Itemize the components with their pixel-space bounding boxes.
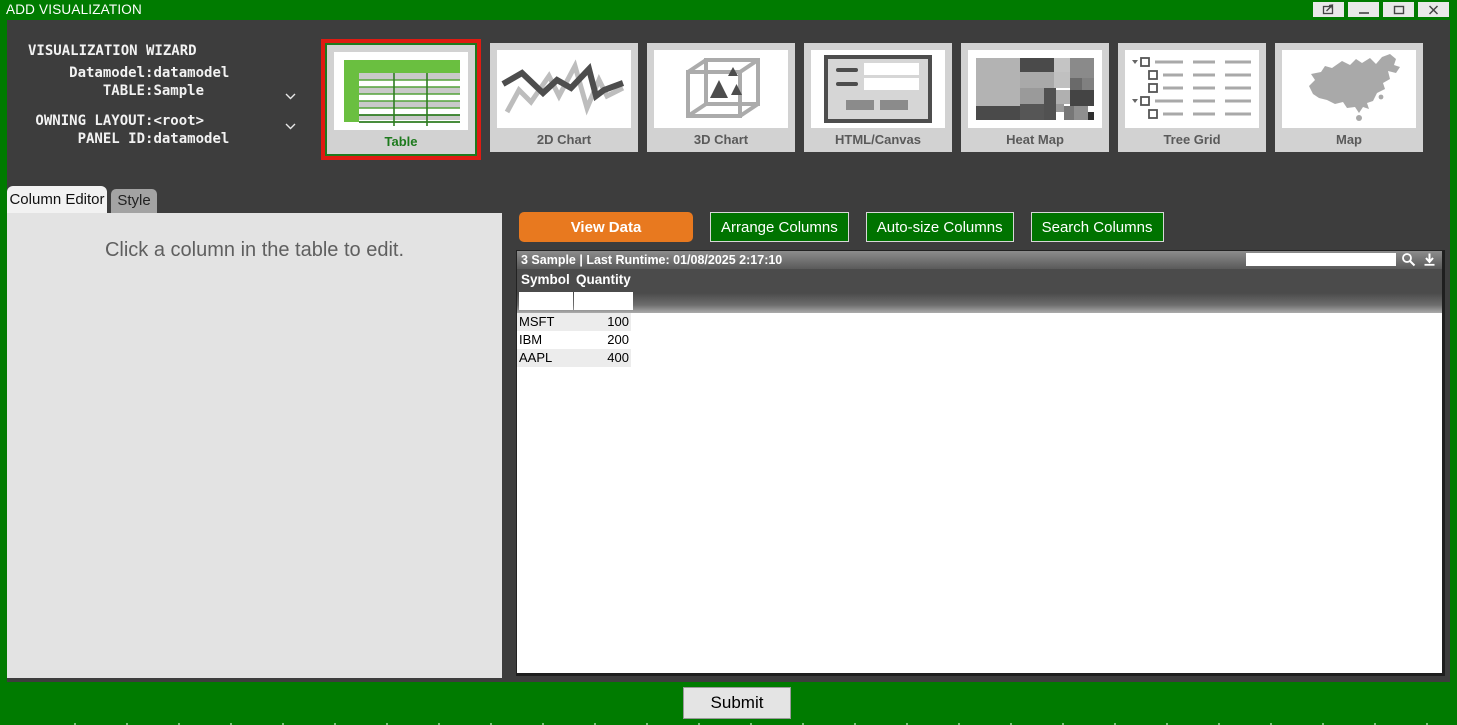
column-editor-panel: Click a column in the table to edit. xyxy=(7,213,502,678)
viz-type-table[interactable]: Table xyxy=(325,43,477,156)
maximize-button[interactable] xyxy=(1383,2,1414,17)
popout-icon xyxy=(1322,4,1334,15)
tree-grid-thumbnail xyxy=(1125,50,1259,128)
table-value: Sample xyxy=(153,83,205,99)
3d-chart-thumbnail xyxy=(654,50,788,128)
wizard-title: VISUALIZATION WIZARD xyxy=(28,43,197,59)
minimize-button[interactable] xyxy=(1348,2,1379,17)
view-data-button[interactable]: View Data xyxy=(519,212,693,242)
symbol-cell: MSFT xyxy=(519,314,555,329)
viz-type-label: 2D Chart xyxy=(536,132,592,147)
wizard-field-datamodel: Datamodel:datamodel xyxy=(69,65,230,81)
heat-map-icon xyxy=(976,58,1094,120)
table-header-row: Symbol Quantity xyxy=(517,269,1442,313)
autosize-columns-button[interactable]: Auto-size Columns xyxy=(865,212,1014,242)
quantity-filter-input[interactable] xyxy=(574,292,633,310)
wizard-field-owning-layout[interactable]: OWNING LAYOUT:<root> xyxy=(15,112,335,130)
chevron-down-icon[interactable] xyxy=(285,117,296,135)
viz-type-map[interactable]: Map xyxy=(1275,43,1423,152)
minimize-icon xyxy=(1358,11,1369,14)
viz-type-gallery: Table 2D Chart xyxy=(325,37,1432,156)
2d-chart-thumbnail xyxy=(497,50,631,128)
viz-type-3d-chart[interactable]: 3D Chart xyxy=(647,43,795,152)
submit-button[interactable]: Submit xyxy=(683,687,791,719)
symbol-filter-input[interactable] xyxy=(519,292,573,310)
html-canvas-icon xyxy=(824,55,932,123)
window-titlebar: ADD VISUALIZATION xyxy=(0,0,1457,20)
table-row[interactable]: AAPL 400 xyxy=(517,349,631,367)
column-header-symbol[interactable]: Symbol xyxy=(521,272,570,287)
panel-id-value: datamodel xyxy=(153,131,230,147)
viz-type-label: Heat Map xyxy=(1006,132,1064,147)
table-icon xyxy=(344,60,460,126)
visualization-wizard-panel: VISUALIZATION WIZARD Datamodel:datamodel… xyxy=(15,42,335,148)
viz-type-heat-map[interactable]: Heat Map xyxy=(961,43,1109,152)
map-thumbnail xyxy=(1282,50,1416,128)
viz-type-label: 3D Chart xyxy=(693,132,749,147)
table-thumbnail xyxy=(334,52,468,130)
maximize-icon xyxy=(1393,5,1404,14)
table-toolbar: View Data Arrange Columns Auto-size Colu… xyxy=(519,212,1164,242)
download-icon[interactable] xyxy=(1422,252,1437,272)
column-header-quantity[interactable]: Quantity xyxy=(576,272,631,287)
table-search-input[interactable] xyxy=(1246,253,1396,266)
data-table: 3 Sample | Last Runtime: 01/08/2025 2:17… xyxy=(516,250,1445,676)
footer-bar: Submit xyxy=(0,682,1457,725)
window-title: ADD VISUALIZATION xyxy=(6,2,142,17)
table-row[interactable]: IBM 200 xyxy=(517,331,631,349)
bottom-tick-marks xyxy=(24,723,1457,725)
quantity-cell: 200 xyxy=(607,332,629,347)
table-body: MSFT 100 IBM 200 AAPL 400 xyxy=(517,313,1442,367)
viz-type-label: Map xyxy=(1336,132,1362,147)
tab-style[interactable]: Style xyxy=(111,189,157,213)
close-icon xyxy=(1428,4,1439,15)
map-icon xyxy=(1309,54,1400,121)
quantity-cell: 400 xyxy=(607,350,629,365)
viz-type-label: Tree Grid xyxy=(1163,132,1221,147)
tree-grid-icon xyxy=(1132,57,1251,119)
symbol-cell: IBM xyxy=(519,332,543,347)
table-info-text: 3 Sample | Last Runtime: 01/08/2025 2:17… xyxy=(521,253,783,267)
window-controls xyxy=(1313,2,1449,17)
wizard-field-table[interactable]: TABLE:Sample xyxy=(15,82,335,100)
owning-layout-value: <root> xyxy=(153,113,205,129)
viz-type-html-canvas[interactable]: HTML/Canvas xyxy=(804,43,952,152)
close-button[interactable] xyxy=(1418,2,1449,17)
viz-type-label: Table xyxy=(384,134,418,149)
symbol-cell: AAPL xyxy=(519,350,553,365)
html-canvas-thumbnail xyxy=(811,50,945,128)
heat-map-thumbnail xyxy=(968,50,1102,128)
chevron-down-icon[interactable] xyxy=(285,87,296,105)
viz-type-tree-grid[interactable]: Tree Grid xyxy=(1118,43,1266,152)
viz-type-2d-chart[interactable]: 2D Chart xyxy=(490,43,638,152)
search-columns-button[interactable]: Search Columns xyxy=(1030,212,1164,242)
popout-button[interactable] xyxy=(1313,2,1344,17)
quantity-cell: 100 xyxy=(607,314,629,329)
wizard-field-panel-id: PANEL ID:datamodel xyxy=(77,131,230,147)
table-info-bar: 3 Sample | Last Runtime: 01/08/2025 2:17… xyxy=(517,251,1442,269)
datamodel-value: datamodel xyxy=(153,65,230,81)
search-icon[interactable] xyxy=(1401,252,1416,272)
3d-chart-icon xyxy=(686,58,760,118)
tab-column-editor[interactable]: Column Editor xyxy=(7,186,107,213)
arrange-columns-button[interactable]: Arrange Columns xyxy=(710,212,849,242)
table-row[interactable]: MSFT 100 xyxy=(517,313,631,331)
2d-chart-icon xyxy=(501,59,625,116)
editor-hint-message: Click a column in the table to edit. xyxy=(104,239,405,261)
main-content: VISUALIZATION WIZARD Datamodel:datamodel… xyxy=(7,20,1450,682)
viz-type-label: HTML/Canvas xyxy=(835,132,921,147)
